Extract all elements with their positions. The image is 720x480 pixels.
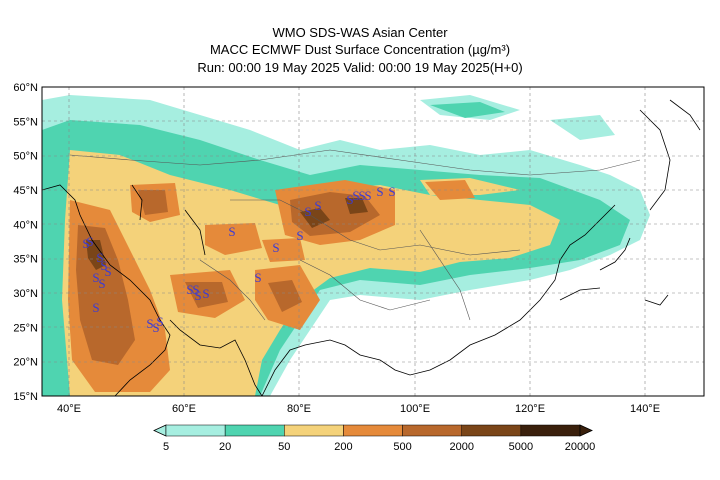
dust-storm-symbol: S (96, 250, 103, 265)
colorbar-threshold-label: 20000 (565, 441, 596, 453)
lon-tick-label: 60°E (172, 403, 196, 415)
dust-storm-symbol: S (92, 300, 99, 315)
dust-storm-symbol: S (86, 234, 93, 249)
dust-storm-symbol: S (364, 188, 371, 203)
title-line-3: Run: 00:00 19 May 2025 Valid: 00:00 19 M… (197, 60, 523, 75)
colorbar-swatch (343, 424, 403, 437)
lon-tick-label: 40°E (57, 403, 81, 415)
lat-tick-label: 20°N (13, 357, 38, 369)
colorbar-threshold-label: 20 (219, 441, 231, 453)
dust-storm-symbol: S (100, 258, 107, 273)
colorbar-high-arrow (579, 424, 593, 437)
graticule (42, 87, 704, 396)
longitude-labels: 40°E 60°E 80°E 100°E 120°E 140°E (57, 403, 660, 415)
dust-storm-symbol: S (92, 270, 99, 285)
lon-tick-label: 100°E (400, 403, 430, 415)
dust-storm-symbol: S (352, 188, 359, 203)
colorbar-swatch (284, 424, 344, 437)
lat-tick-label: 50°N (13, 151, 38, 163)
lat-tick-label: 45°N (13, 185, 38, 197)
dust-storm-symbol: S (346, 192, 353, 207)
latitude-labels: 15°N 20°N 25°N 30°N 35°N 40°N 45°N 50°N 55°N 60°N (13, 82, 38, 403)
lat-tick-label: 25°N (13, 322, 38, 334)
colorbar-swatch (520, 424, 581, 437)
dust-storm-symbol: S (194, 288, 201, 303)
country-borders (69, 149, 641, 321)
colorbar-swatch (165, 424, 226, 437)
dust-storm-symbol: S (388, 184, 395, 199)
dust-storm-symbol: S (202, 286, 209, 301)
dust-storm-symbol: S (254, 270, 261, 285)
colorbar-threshold-label: 200 (334, 441, 352, 453)
lat-tick-label: 40°N (13, 219, 38, 231)
dust-storm-symbol: S (272, 240, 279, 255)
title-line-1: WMO SDS-WAS Asian Center (272, 25, 448, 40)
lat-tick-label: 30°N (13, 288, 38, 300)
colorbar-low-arrow (153, 424, 167, 437)
dust-level-2000-5000 (86, 198, 368, 270)
dust-storm-symbol: S (314, 198, 321, 213)
colorbar-threshold-label: 500 (393, 441, 411, 453)
lon-tick-label: 140°E (630, 403, 660, 415)
coastlines (42, 99, 701, 396)
dust-storm-symbol: S (82, 236, 89, 251)
lon-tick-label: 120°E (515, 403, 545, 415)
colorbar-threshold-label: 5 (163, 441, 169, 453)
dust-storm-symbol: S (186, 282, 193, 297)
colorbar-threshold-label: 2000 (449, 441, 473, 453)
title-line-2: MACC ECMWF Dust Surface Concentration (µ… (209, 42, 511, 57)
lat-tick-label: 55°N (13, 116, 38, 128)
colorbar: 5 20 50 200 500 2000 5000 20000 (153, 424, 596, 453)
colorbar-swatch (402, 424, 462, 437)
colorbar-threshold-label: 50 (278, 441, 290, 453)
dust-storm-symbol: S (376, 184, 383, 199)
dust-storm-symbol: S (152, 320, 159, 335)
dust-storm-symbol: S (358, 188, 365, 203)
dust-storm-symbol: S (98, 276, 105, 291)
dust-storm-symbol: S (296, 228, 303, 243)
lat-tick-label: 60°N (13, 82, 38, 94)
dust-storm-symbol: S (192, 282, 199, 297)
colorbar-threshold-label: 5000 (509, 441, 533, 453)
dust-storm-symbol: S (228, 224, 235, 239)
colorbar-swatch (224, 424, 285, 437)
lat-tick-label: 15°N (13, 391, 38, 403)
colorbar-swatch (461, 424, 522, 437)
dust-storm-symbol: S (104, 264, 111, 279)
lat-tick-label: 35°N (13, 254, 38, 266)
dust-storm-symbol: S (146, 316, 153, 331)
dust-storm-symbol: S (304, 204, 311, 219)
map-frame (41, 86, 705, 397)
dust-storm-symbol: S (156, 314, 163, 329)
lon-tick-label: 80°E (287, 403, 311, 415)
